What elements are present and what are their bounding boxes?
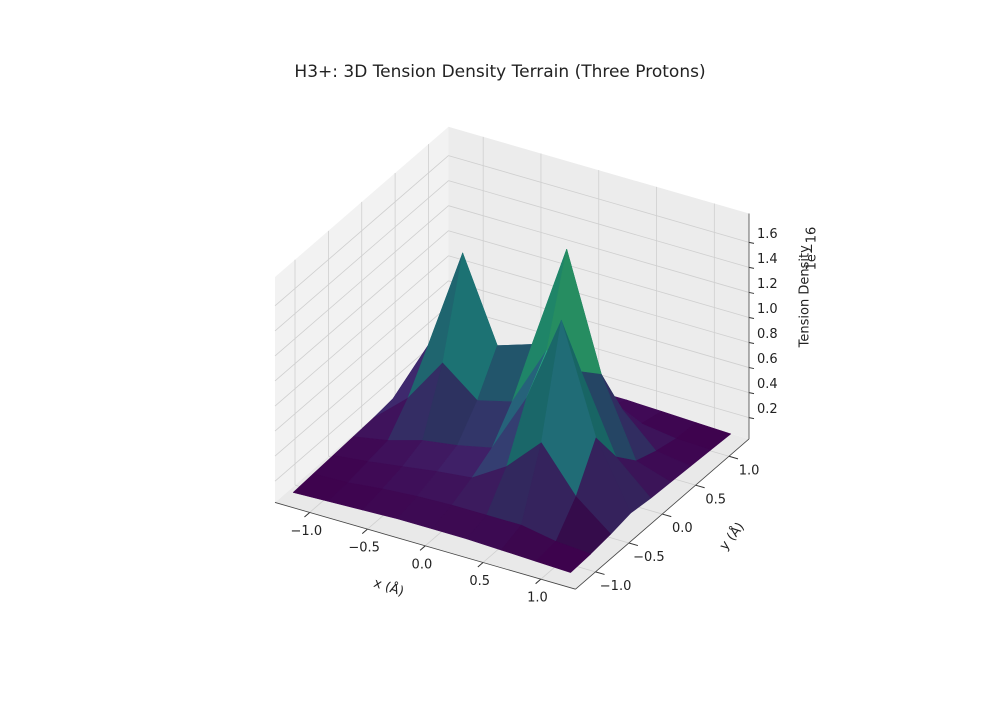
- grid-line: [274, 255, 449, 407]
- z-tick-label: 1.6: [757, 227, 778, 242]
- grid-line: [274, 230, 449, 382]
- z-tick-label: 0.6: [757, 352, 778, 367]
- grid-line: [274, 205, 449, 357]
- y-axis-line: [575, 438, 750, 590]
- x-tick-label: 0.5: [469, 574, 490, 589]
- z-tick-label: 1.2: [757, 277, 778, 292]
- z-tick-mark: [748, 266, 755, 269]
- x-tick-label: 1.0: [527, 591, 548, 606]
- x-axis-label: x (Å): [372, 575, 406, 600]
- surface-patch: [535, 541, 591, 573]
- grid-line: [448, 230, 750, 318]
- y-tick-mark: [695, 484, 705, 489]
- x-tick-mark: [304, 512, 310, 518]
- z-tick-mark: [748, 417, 755, 420]
- x-tick-label: 0.0: [412, 557, 433, 572]
- grid-line: [274, 305, 449, 457]
- z-tick-mark: [748, 342, 755, 345]
- x-tick-mark: [477, 562, 484, 568]
- z-offset-label: 1e−16: [805, 227, 820, 271]
- x-tick-mark: [419, 545, 426, 551]
- grid-line: [448, 155, 750, 243]
- grid-line: [448, 280, 750, 368]
- y-tick-label: 1.0: [739, 463, 760, 478]
- x-tick-mark: [361, 528, 368, 535]
- y-tick-label: −1.0: [600, 579, 632, 594]
- z-tick-mark: [748, 392, 755, 395]
- grid-line: [274, 180, 449, 332]
- y-axis-label: y (Å): [716, 519, 748, 553]
- x-axis-line: [274, 502, 576, 590]
- grid-line: [448, 305, 750, 393]
- y-tick-mark: [595, 571, 605, 575]
- y-tick-label: 0.0: [672, 521, 693, 536]
- y-tick-mark: [628, 542, 639, 547]
- z-tick-mark: [748, 241, 755, 244]
- z-tick-label: 0.4: [757, 377, 778, 392]
- z-tick-mark: [748, 367, 755, 370]
- y-tick-label: −0.5: [633, 550, 665, 565]
- y-tick-label: 0.5: [705, 492, 726, 507]
- grid-line: [448, 180, 750, 268]
- y-tick-mark: [728, 455, 739, 460]
- y-tick-mark: [662, 513, 672, 518]
- grid-line: [448, 205, 750, 293]
- z-tick-label: 1.4: [757, 252, 778, 267]
- x-tick-mark: [535, 578, 542, 585]
- z-tick-label: 1.0: [757, 302, 778, 317]
- z-tick-label: 0.2: [757, 402, 778, 417]
- grid-line: [274, 280, 449, 432]
- z-tick-mark: [748, 291, 755, 294]
- chart-title: H3+: 3D Tension Density Terrain (Three P…: [294, 62, 705, 82]
- grid-line: [448, 255, 750, 343]
- z-tick-label: 0.8: [757, 327, 778, 342]
- z-axis-label: Tension Density: [798, 245, 813, 348]
- x-tick-label: −0.5: [348, 541, 380, 556]
- grid-line: [274, 330, 449, 482]
- grid-line: [274, 155, 449, 307]
- z-tick-mark: [748, 316, 755, 319]
- x-tick-label: −1.0: [291, 524, 323, 539]
